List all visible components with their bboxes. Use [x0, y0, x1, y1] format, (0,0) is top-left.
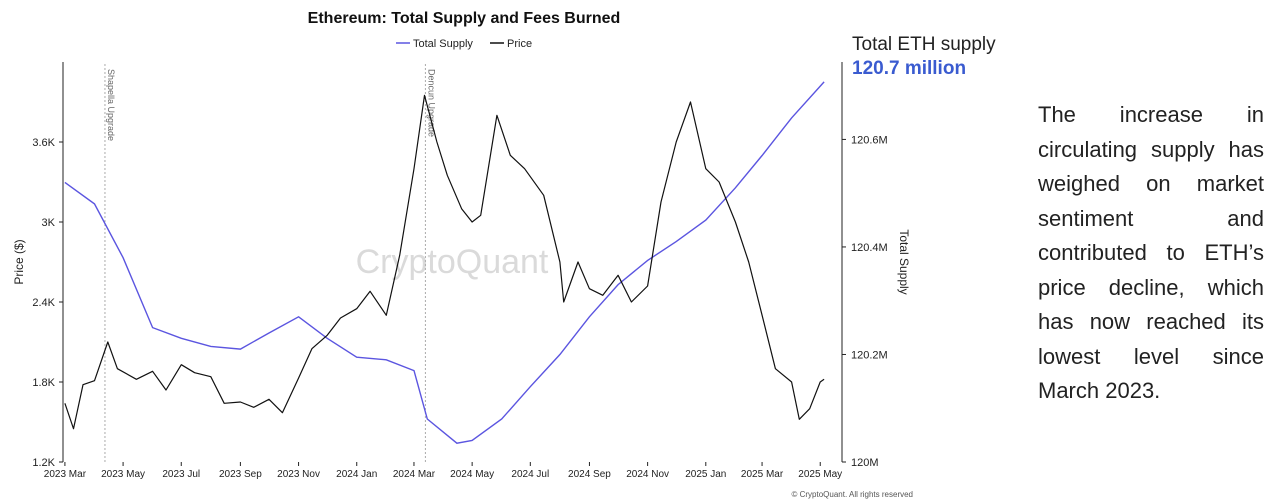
y-tick-left-label: 2.4K [32, 297, 55, 309]
legend-price-label: Price [507, 38, 532, 50]
x-tick-label: 2023 May [101, 469, 145, 480]
y-axis-right-label: Total Supply [897, 229, 911, 294]
supply-summary: Total ETH supply 120.7 million [852, 34, 1012, 80]
y-tick-left-label: 1.2K [32, 457, 55, 469]
x-tick-label: 2023 Sep [219, 469, 262, 480]
x-tick-label: 2023 Mar [44, 469, 87, 480]
supply-value: 120.7 million [852, 58, 967, 79]
credit-text: © CryptoQuant. All rights reserved [792, 490, 914, 499]
watermark: CryptoQuant [356, 243, 549, 281]
y-tick-right-label: 120.4M [851, 242, 888, 254]
total-supply-line [64, 81, 825, 444]
legend-supply-label: Total Supply [413, 38, 473, 50]
x-tick-label: 2024 Jul [511, 469, 549, 480]
price-line [64, 94, 825, 430]
legend: Total Supply Price [396, 38, 532, 50]
x-tick-label: 2025 Jan [685, 469, 726, 480]
x-tick-label: 2025 May [798, 469, 842, 480]
x-tick-label: 2024 Sep [568, 469, 611, 480]
event-label: Shapella Upgrade [106, 69, 116, 141]
y-tick-right-label: 120.6M [851, 134, 888, 146]
x-tick-label: 2025 Mar [741, 469, 784, 480]
y-tick-left-label: 3K [42, 217, 56, 229]
x-tick-label: 2024 May [450, 469, 494, 480]
x-tick-label: 2023 Jul [162, 469, 200, 480]
y-tick-right-label: 120M [851, 457, 879, 469]
description-text: The increase in circulating supply has w… [1038, 102, 1264, 403]
x-tick-label: 2024 Jan [336, 469, 377, 480]
x-tick-label: 2023 Nov [277, 469, 320, 480]
chart-title: Ethereum: Total Supply and Fees Burned [308, 10, 621, 27]
y-tick-left-label: 1.8K [32, 377, 55, 389]
y-axis-left-label: Price ($) [12, 239, 26, 284]
y-tick-right-label: 120.2M [851, 349, 888, 361]
chart-marks: 1.2K 1.8K 2.4K 3K 3.6K 120M 120.2M 120.4M 120.6M… [32, 64, 888, 480]
supply-title: Total ETH supply [852, 34, 996, 55]
y-tick-left-label: 3.6K [32, 137, 55, 149]
x-tick-label: 2024 Nov [626, 469, 669, 480]
event-label: Dencun Upgrade [426, 69, 436, 137]
x-tick-label: 2024 Mar [393, 469, 436, 480]
